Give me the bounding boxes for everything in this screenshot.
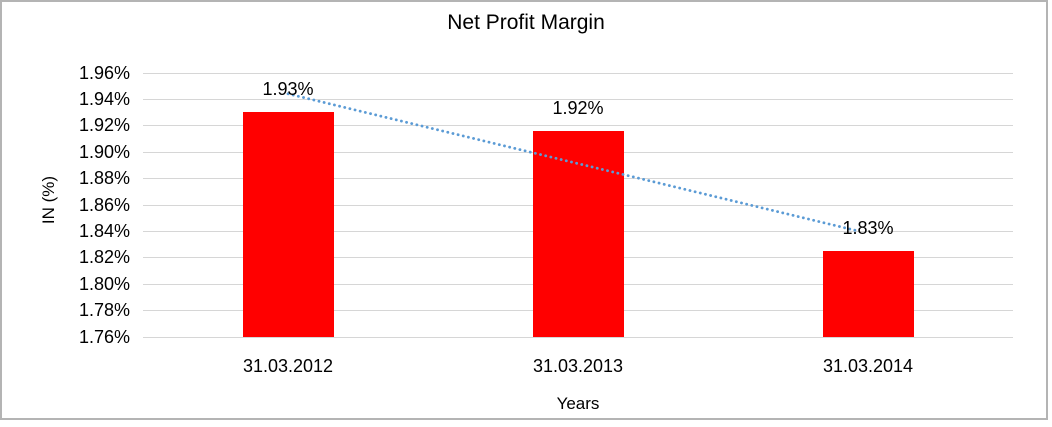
y-tick-label: 1.96%	[78, 63, 130, 83]
gridline	[143, 337, 1013, 338]
x-axis-title: Years	[556, 394, 600, 413]
y-tick-label: 1.94%	[78, 89, 130, 109]
y-tick-label: 1.84%	[78, 221, 130, 241]
y-tick-label: 1.92%	[78, 115, 130, 135]
bar	[243, 112, 334, 337]
y-tick-label: 1.82%	[78, 247, 130, 267]
y-tick-label: 1.78%	[78, 300, 130, 320]
bar-data-label: 1.93%	[262, 79, 314, 99]
y-tick-label: 1.76%	[78, 327, 130, 347]
gridline	[143, 99, 1013, 100]
bar	[823, 251, 914, 337]
chart-frame-border	[0, 0, 1048, 420]
bar-data-label: 1.83%	[842, 218, 894, 238]
y-tick-label: 1.90%	[78, 142, 130, 162]
y-tick-label: 1.86%	[78, 195, 130, 215]
gridline	[143, 125, 1013, 126]
y-axis-title: IN (%)	[39, 175, 58, 225]
x-tick-label: 31.03.2012	[242, 356, 334, 376]
y-tick-label: 1.88%	[78, 168, 130, 188]
trendline-dotted-line	[286, 92, 860, 233]
x-tick-label: 31.03.2014	[822, 356, 914, 376]
gridline	[143, 73, 1013, 74]
y-tick-label: 1.80%	[78, 274, 130, 294]
bar	[533, 131, 624, 337]
x-tick-label: 31.03.2013	[532, 356, 624, 376]
chart-title: Net Profit Margin	[447, 11, 605, 34]
bar-data-label: 1.92%	[552, 98, 604, 118]
